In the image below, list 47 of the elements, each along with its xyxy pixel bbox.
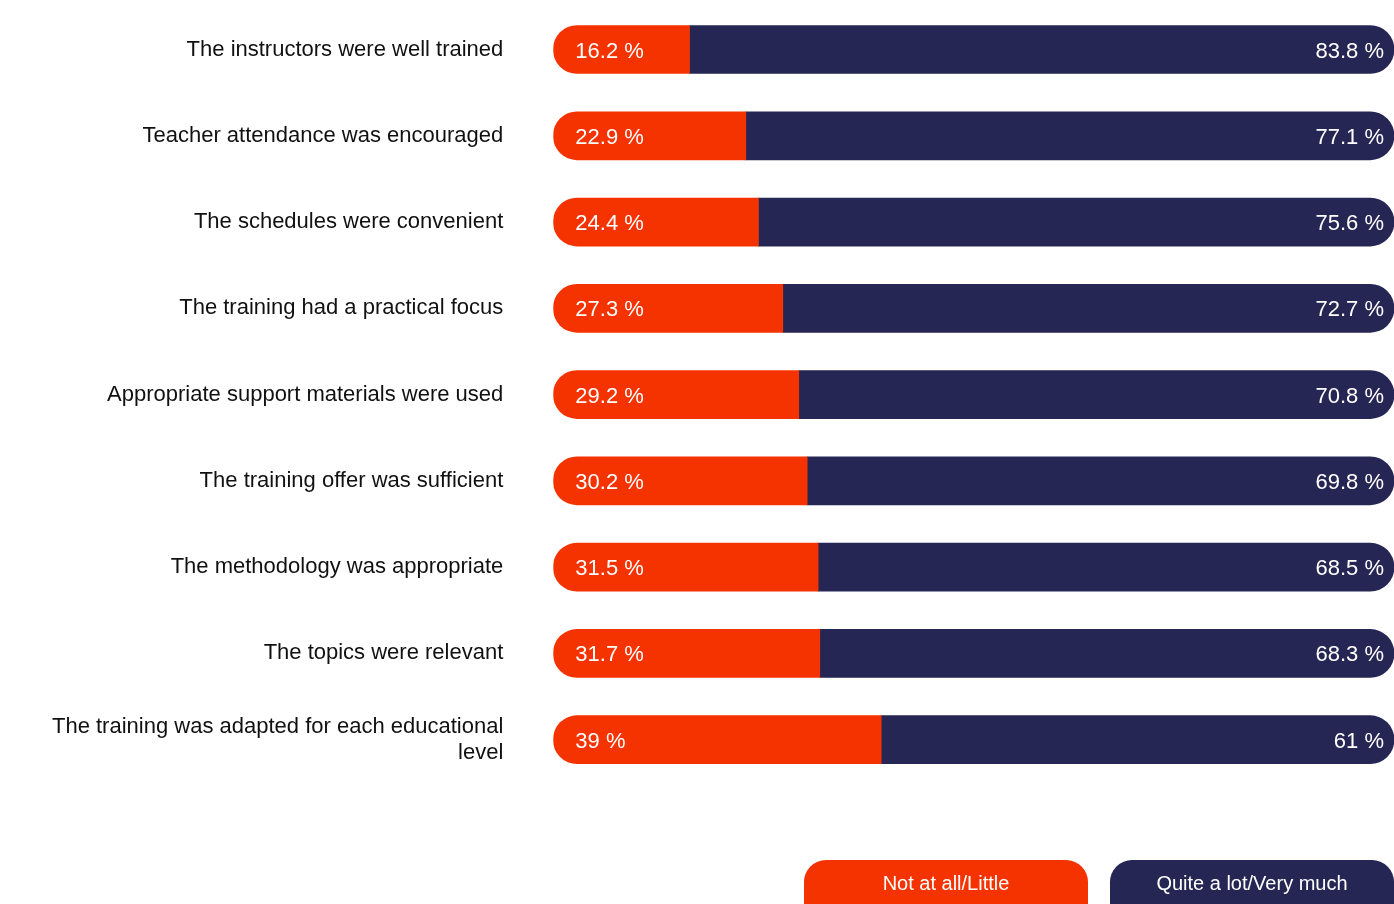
bar (553, 25, 690, 74)
data-label: 83.8 % (1315, 37, 1384, 63)
data-label: 70.8 % (1315, 382, 1384, 408)
data-label: 24.4 % (575, 210, 644, 236)
bar (806, 456, 1394, 506)
y-tick-label: The topics were relevant (263, 639, 504, 665)
y-tick-label: The training offer was sufficient (199, 466, 504, 492)
data-label: 77.1 % (1315, 123, 1384, 149)
data-label: 27.3 % (575, 296, 644, 322)
bar (553, 715, 882, 764)
bar (782, 284, 1394, 333)
data-label: 16.2 % (575, 37, 644, 63)
bar (553, 456, 808, 506)
bar (553, 284, 784, 333)
bar (798, 370, 1394, 419)
bar (553, 542, 819, 592)
data-label: 69.8 % (1315, 468, 1384, 494)
data-label: 39 % (575, 727, 626, 753)
bar (819, 629, 1394, 678)
bar (553, 197, 759, 247)
data-label: 68.5 % (1315, 555, 1384, 581)
data-label: 31.5 % (575, 555, 644, 581)
bar (817, 542, 1394, 592)
data-label: 30.2 % (575, 468, 644, 494)
data-label: 29.2 % (575, 382, 644, 408)
bar (689, 25, 1394, 74)
y-tick-label: The training had a practical focus (179, 294, 504, 320)
y-tick-label: The methodology was appropriate (170, 553, 504, 579)
data-label: 75.6 % (1315, 210, 1384, 236)
data-label: 22.9 % (575, 123, 644, 149)
y-tick-label: The schedules were convenient (193, 208, 504, 234)
y-tick-label: The instructors were well trained (186, 35, 504, 61)
bar (758, 197, 1394, 247)
bar (745, 111, 1394, 161)
text: Quite a lot/Very much (1110, 860, 1394, 904)
data-label: 68.3 % (1315, 641, 1384, 667)
bar (880, 715, 1394, 764)
bar (553, 370, 800, 419)
y-tick-label: The training was adapted for each educational level (51, 712, 504, 764)
bar (553, 629, 821, 678)
data-label: 72.7 % (1315, 296, 1384, 322)
bar (553, 111, 747, 161)
data-label: 61 % (1333, 727, 1384, 753)
data-label: 31.7 % (575, 641, 644, 667)
y-tick-label: Appropriate support materials were used (107, 380, 504, 406)
text: Not at all/Little (804, 860, 1088, 904)
y-tick-label: Teacher attendance was encouraged (142, 121, 504, 147)
